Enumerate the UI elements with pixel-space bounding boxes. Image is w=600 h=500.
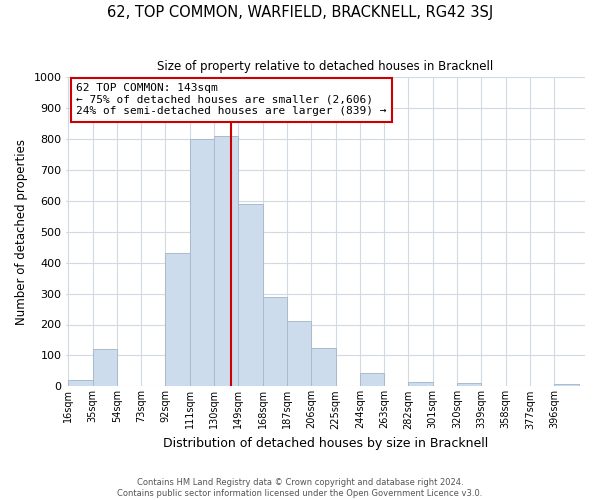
Bar [214,136,238,386]
Title: Size of property relative to detached houses in Bracknell: Size of property relative to detached ho… [157,60,493,73]
Bar [166,254,190,386]
Bar [190,139,214,386]
X-axis label: Distribution of detached houses by size in Bracknell: Distribution of detached houses by size … [163,437,488,450]
Bar [68,380,92,386]
Text: Contains HM Land Registry data © Crown copyright and database right 2024.
Contai: Contains HM Land Registry data © Crown c… [118,478,482,498]
Bar [238,204,263,386]
Bar [457,384,481,386]
Bar [409,382,433,386]
Bar [287,322,311,386]
Bar [311,348,335,387]
Text: 62, TOP COMMON, WARFIELD, BRACKNELL, RG42 3SJ: 62, TOP COMMON, WARFIELD, BRACKNELL, RG4… [107,5,493,20]
Bar [263,296,287,386]
Y-axis label: Number of detached properties: Number of detached properties [15,138,28,324]
Bar [554,384,578,386]
Bar [360,374,384,386]
Bar [92,350,117,387]
Text: 62 TOP COMMON: 143sqm
← 75% of detached houses are smaller (2,606)
24% of semi-d: 62 TOP COMMON: 143sqm ← 75% of detached … [76,83,386,116]
